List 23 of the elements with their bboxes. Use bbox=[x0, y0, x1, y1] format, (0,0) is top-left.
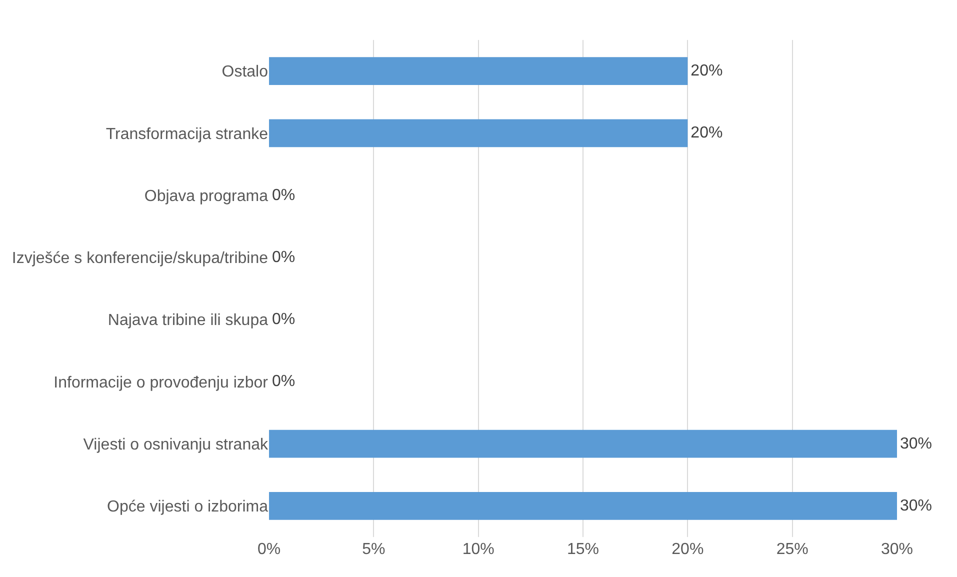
data-label: 0% bbox=[272, 248, 296, 266]
y-tick-label: Ostalo bbox=[222, 64, 268, 81]
y-tick-label: Izvješće s konferencije/skupa/tribine bbox=[12, 250, 268, 268]
x-tick-label: 25% bbox=[776, 541, 808, 558]
data-label: 30% bbox=[900, 435, 932, 452]
data-label: 20% bbox=[690, 124, 723, 142]
x-tick-label: 15% bbox=[566, 541, 600, 558]
y-tick-label: Opće vijesti o izborima bbox=[107, 498, 268, 516]
data-label: 0% bbox=[272, 373, 296, 390]
x-tick-label: 30% bbox=[880, 541, 914, 558]
x-tick-label: 10% bbox=[462, 541, 494, 558]
data-label: 0% bbox=[272, 311, 296, 328]
y-tick-label: Informacije o provođenju izbor bbox=[54, 374, 269, 392]
data-label: 30% bbox=[900, 497, 932, 514]
y-tick-label: Vijesti o osnivanju stranak bbox=[83, 436, 269, 454]
x-tick-label: 20% bbox=[672, 541, 704, 558]
x-tick-label: 0% bbox=[257, 541, 281, 558]
x-tick-label: 5% bbox=[362, 541, 386, 558]
data-label: 20% bbox=[690, 62, 723, 80]
y-tick-label: Transformacija stranke bbox=[106, 126, 268, 143]
data-label: 0% bbox=[272, 186, 296, 204]
y-tick-label: Najava tribine ili skupa bbox=[108, 312, 268, 330]
y-tick-label: Objava programa bbox=[144, 188, 268, 205]
